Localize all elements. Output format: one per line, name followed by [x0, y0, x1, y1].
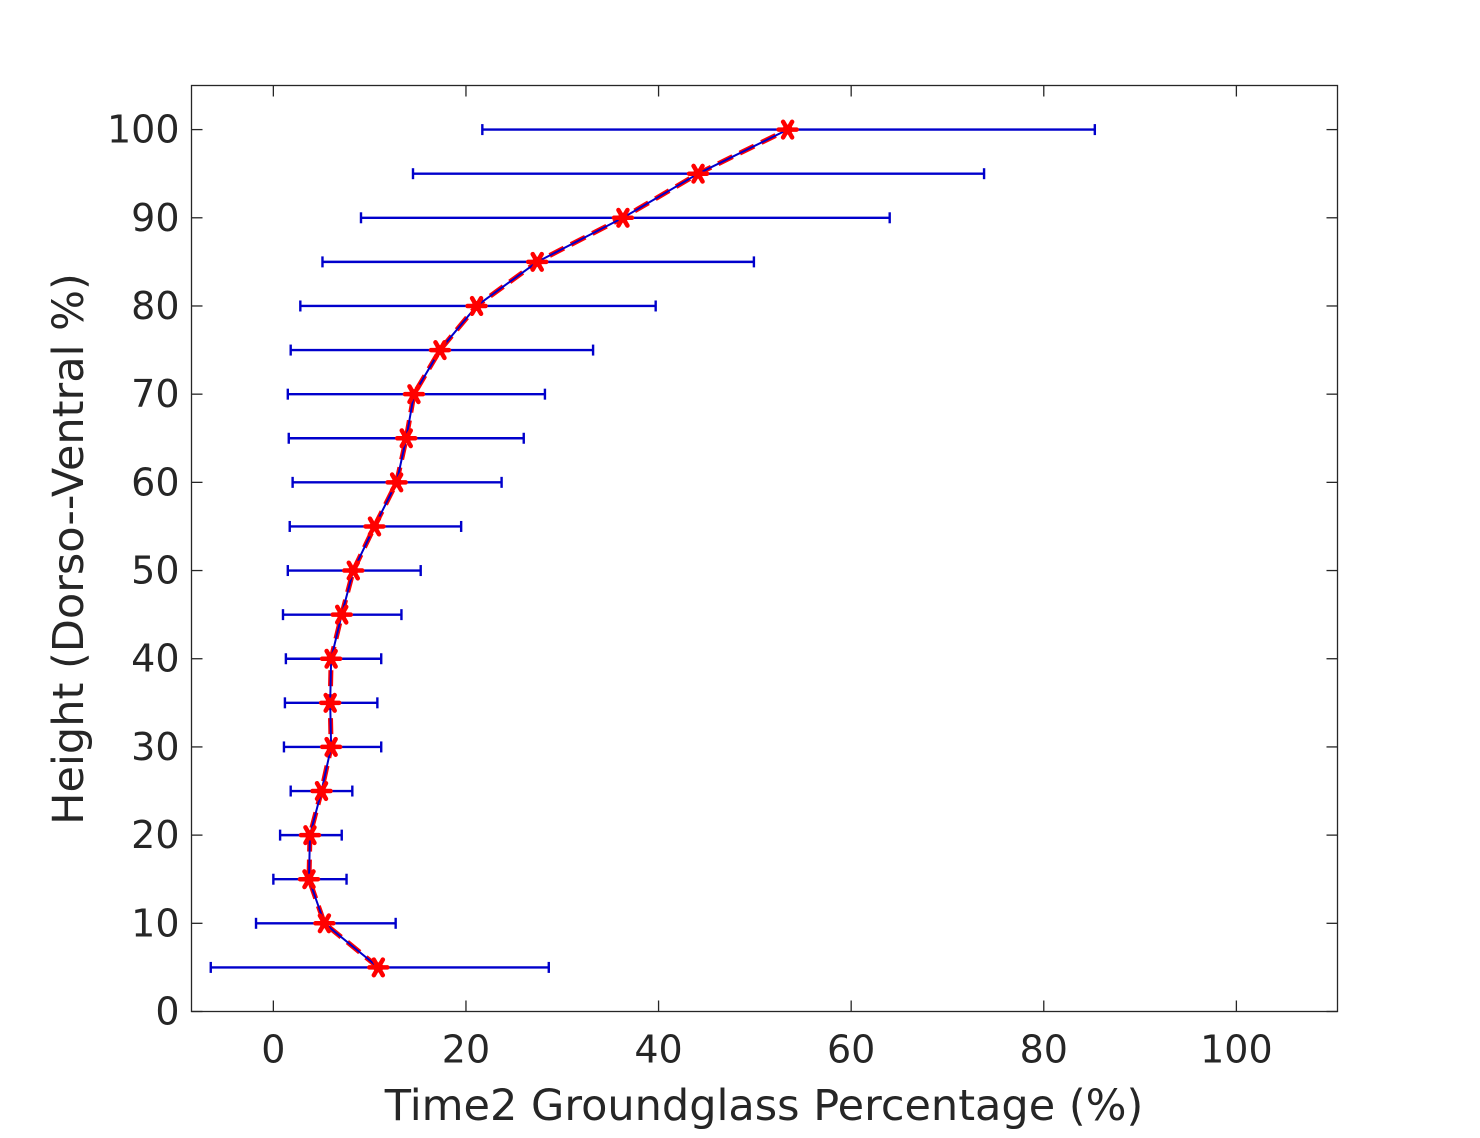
marker-core — [408, 389, 419, 400]
y-tick-label: 30 — [131, 725, 179, 769]
x-tick-label: 20 — [442, 1028, 490, 1072]
marker-core — [434, 345, 445, 356]
marker-core — [369, 521, 380, 532]
data-point-marker — [318, 692, 342, 713]
y-tick-label: 90 — [131, 196, 179, 240]
data-point-marker — [297, 869, 321, 890]
marker-core — [532, 256, 543, 267]
x-tick-label: 80 — [1020, 1028, 1068, 1072]
marker-core — [782, 124, 793, 135]
data-point-marker — [330, 604, 353, 625]
marker-core — [391, 477, 402, 488]
y-tick-label: 80 — [131, 284, 179, 328]
y-tick-label: 100 — [107, 108, 180, 152]
plot-area-frame — [190, 84, 1339, 1013]
marker-core — [304, 830, 315, 841]
y-tick-label: 0 — [155, 990, 179, 1034]
x-tick-label: 100 — [1200, 1028, 1273, 1072]
data-point-marker — [385, 472, 408, 493]
data-point-marker — [465, 295, 488, 317]
data-point-marker — [310, 780, 333, 802]
y-tick-label: 20 — [131, 813, 179, 857]
x-tick-label: 0 — [261, 1028, 285, 1072]
marker-core — [471, 300, 482, 311]
marker-core — [303, 874, 314, 885]
x-axis-label: Time2 Groundglass Percentage (%) — [384, 1081, 1143, 1131]
y-tick-label: 60 — [131, 460, 179, 504]
marker-core — [316, 786, 327, 797]
marker-core — [326, 741, 337, 752]
marker-core — [693, 168, 704, 179]
data-point-marker — [428, 340, 452, 361]
data-point-marker — [342, 560, 365, 581]
y-axis-label: Height (Dorso--Ventral %) — [44, 273, 94, 825]
y-tick-label: 10 — [131, 901, 179, 945]
marker-core — [401, 433, 412, 444]
y-tick-label: 70 — [131, 372, 179, 416]
data-point-marker — [363, 516, 386, 537]
marker-core — [348, 565, 359, 576]
data-layer — [209, 119, 1097, 978]
marker-core — [373, 962, 384, 973]
x-tick-label: 40 — [634, 1028, 682, 1072]
ticks-layer: 0 20 40 60 80 100 0 10 20 30 40 50 60 70 80 90 100 — [107, 85, 1338, 1072]
data-point-marker — [298, 825, 322, 846]
marker-core — [336, 609, 347, 620]
marker-core — [617, 212, 628, 223]
data-point-marker — [776, 119, 799, 140]
data-point-marker — [313, 913, 336, 934]
data-point-marker — [367, 957, 390, 978]
data-point-marker — [402, 384, 426, 405]
data-point-marker — [395, 428, 418, 449]
x-tick-label: 60 — [827, 1028, 875, 1072]
data-point-marker — [525, 251, 549, 272]
marker-core — [326, 653, 337, 664]
y-tick-label: 40 — [131, 637, 179, 681]
marker-core — [319, 918, 330, 929]
y-tick-label: 50 — [131, 549, 179, 593]
data-point-marker — [686, 163, 710, 184]
data-point-marker — [319, 736, 343, 757]
data-point-marker — [319, 648, 343, 669]
marker-core — [325, 697, 336, 708]
data-point-marker — [611, 207, 635, 228]
